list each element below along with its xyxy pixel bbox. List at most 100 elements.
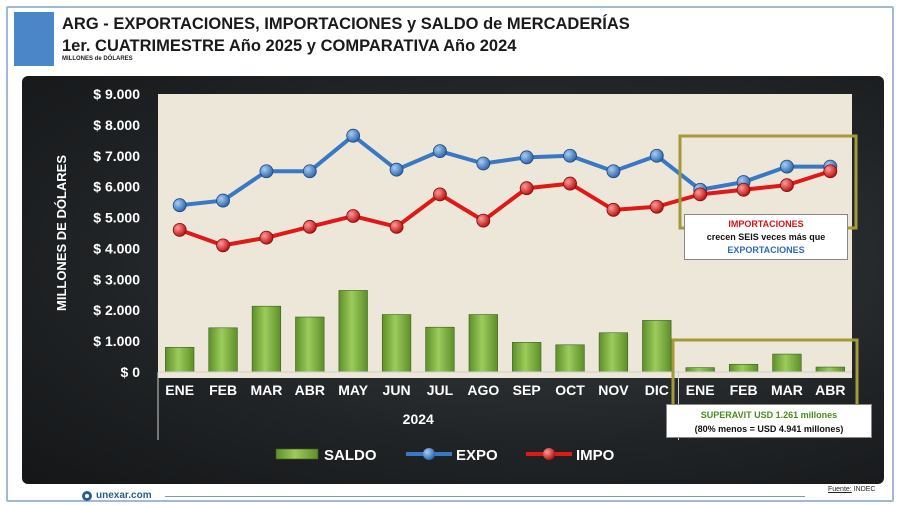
- saldo-bar: [208, 327, 238, 373]
- saldo-bar: [555, 344, 585, 373]
- y-tick-label: $ 0: [121, 364, 141, 380]
- x-tick-label: FEB: [209, 382, 237, 398]
- x-tick-label: ENE: [165, 382, 194, 398]
- expo-point: [606, 164, 621, 179]
- x-tick-label: ENE: [686, 382, 715, 398]
- x-tick-label: SEP: [513, 382, 541, 398]
- chart-title-line2: 1er. CUATRIMESTRE Año 2025 y COMPARATIVA…: [62, 37, 517, 55]
- expo-point: [389, 162, 404, 177]
- chart-title-line1: ARG - EXPORTACIONES, IMPORTACIONES y SAL…: [62, 15, 630, 33]
- impo-point: [519, 181, 534, 196]
- expo-point: [172, 198, 187, 213]
- x-tick-label: ABR: [295, 382, 325, 398]
- y-tick-label: $ 2.000: [93, 302, 140, 318]
- units-label: MILLONES de DÓLARES: [62, 56, 133, 62]
- impo-point: [389, 219, 404, 234]
- y-tick-label: $ 1.000: [93, 333, 140, 349]
- saldo-bar: [728, 363, 759, 373]
- superavit-callout-sub: (80% menos = USD 4.941 millones): [694, 424, 844, 434]
- x-tick-label: AGO: [467, 382, 499, 398]
- superavit-callout: SUPERAVIT USD 1.261 millones (80% menos …: [666, 404, 872, 438]
- expo-point: [649, 148, 664, 163]
- legend-impo-marker: [543, 448, 555, 460]
- superavit-callout-title: SUPERAVIT USD 1.261 millones: [700, 410, 838, 420]
- expo-point: [259, 164, 274, 179]
- x-tick-label: MAR: [250, 382, 282, 398]
- legend-expo-label: EXPO: [456, 447, 498, 464]
- y-axis-title: MILLONES DE DÓLARES: [54, 155, 69, 311]
- globe-icon: [82, 490, 92, 501]
- source-note: Fuente: INDEC: [828, 486, 875, 493]
- impo-point: [433, 187, 447, 202]
- x-tick-label: JUL: [427, 382, 454, 398]
- x-tick-label: ABR: [815, 382, 845, 398]
- expo-point: [433, 144, 447, 159]
- impo-point: [476, 213, 491, 228]
- saldo-bar: [815, 366, 845, 373]
- saldo-bar: [338, 290, 368, 373]
- expo-point: [519, 150, 534, 165]
- impo-point: [649, 199, 664, 214]
- expo-point: [216, 193, 230, 208]
- impo-point: [216, 238, 230, 253]
- impo-point: [780, 178, 794, 193]
- source-value: INDEC: [853, 486, 876, 493]
- impo-point: [259, 230, 274, 245]
- year-label: 2024: [403, 411, 434, 427]
- impo-point: [172, 223, 187, 237]
- saldo-bar: [598, 332, 629, 373]
- impo-point: [736, 182, 751, 197]
- x-tick-label: MAR: [771, 382, 803, 398]
- saldo-bar: [512, 342, 542, 373]
- impo-point: [346, 209, 361, 223]
- y-tick-label: $ 4.000: [93, 240, 140, 256]
- legend-saldo-swatch: [275, 448, 319, 460]
- expo-point: [780, 159, 794, 174]
- outer-frame: [6, 6, 894, 502]
- saldo-bar: [425, 326, 455, 373]
- saldo-bar: [295, 316, 325, 373]
- impo-point: [823, 164, 838, 179]
- y-tick-label: $ 7.000: [93, 148, 140, 164]
- impo-callout-middle: crecen SEIS veces más que: [706, 232, 826, 242]
- impo-callout: IMPORTACIONES crecen SEIS veces más que …: [684, 214, 848, 260]
- y-tick-label: $ 6.000: [93, 179, 140, 195]
- legend-impo-label: IMPO: [576, 447, 615, 464]
- saldo-bar: [772, 353, 802, 373]
- impo-point: [606, 202, 621, 217]
- title-accent-block: [14, 12, 54, 66]
- legend-saldo-label: SALDO: [324, 447, 377, 464]
- expo-line: [179, 133, 831, 208]
- brand-name: unexar.com: [96, 490, 152, 501]
- impo-point: [302, 219, 317, 234]
- impo-callout-title: IMPORTACIONES: [728, 219, 804, 229]
- y-tick-label: $ 3.000: [93, 271, 140, 287]
- x-tick-label: MAY: [338, 382, 368, 398]
- expo-point: [302, 164, 317, 179]
- expo-point: [346, 128, 361, 143]
- saldo-bar: [165, 346, 195, 373]
- impo-point: [563, 176, 577, 191]
- x-tick-label: DIC: [645, 382, 669, 398]
- expo-point: [476, 156, 491, 171]
- impo-line: [179, 169, 831, 248]
- x-tick-label: JUN: [383, 382, 411, 398]
- saldo-bar: [468, 314, 498, 373]
- brand-logo[interactable]: unexar.com: [82, 490, 152, 501]
- y-tick-label: $ 8.000: [93, 117, 140, 133]
- footer-divider: [165, 496, 805, 497]
- x-tick-label: OCT: [555, 382, 585, 398]
- x-tick-label: NOV: [598, 382, 629, 398]
- y-tick-label: $ 9.000: [93, 86, 140, 102]
- saldo-bar: [381, 314, 412, 373]
- x-tick-label: FEB: [730, 382, 758, 398]
- y-tick-label: $ 5.000: [93, 210, 140, 226]
- expo-point: [563, 148, 577, 163]
- impo-point: [693, 187, 708, 202]
- legend-expo-marker: [423, 448, 435, 460]
- saldo-bar: [251, 305, 282, 373]
- saldo-bar: [642, 320, 672, 373]
- source-label: Fuente:: [828, 486, 852, 493]
- saldo-bar: [685, 367, 715, 373]
